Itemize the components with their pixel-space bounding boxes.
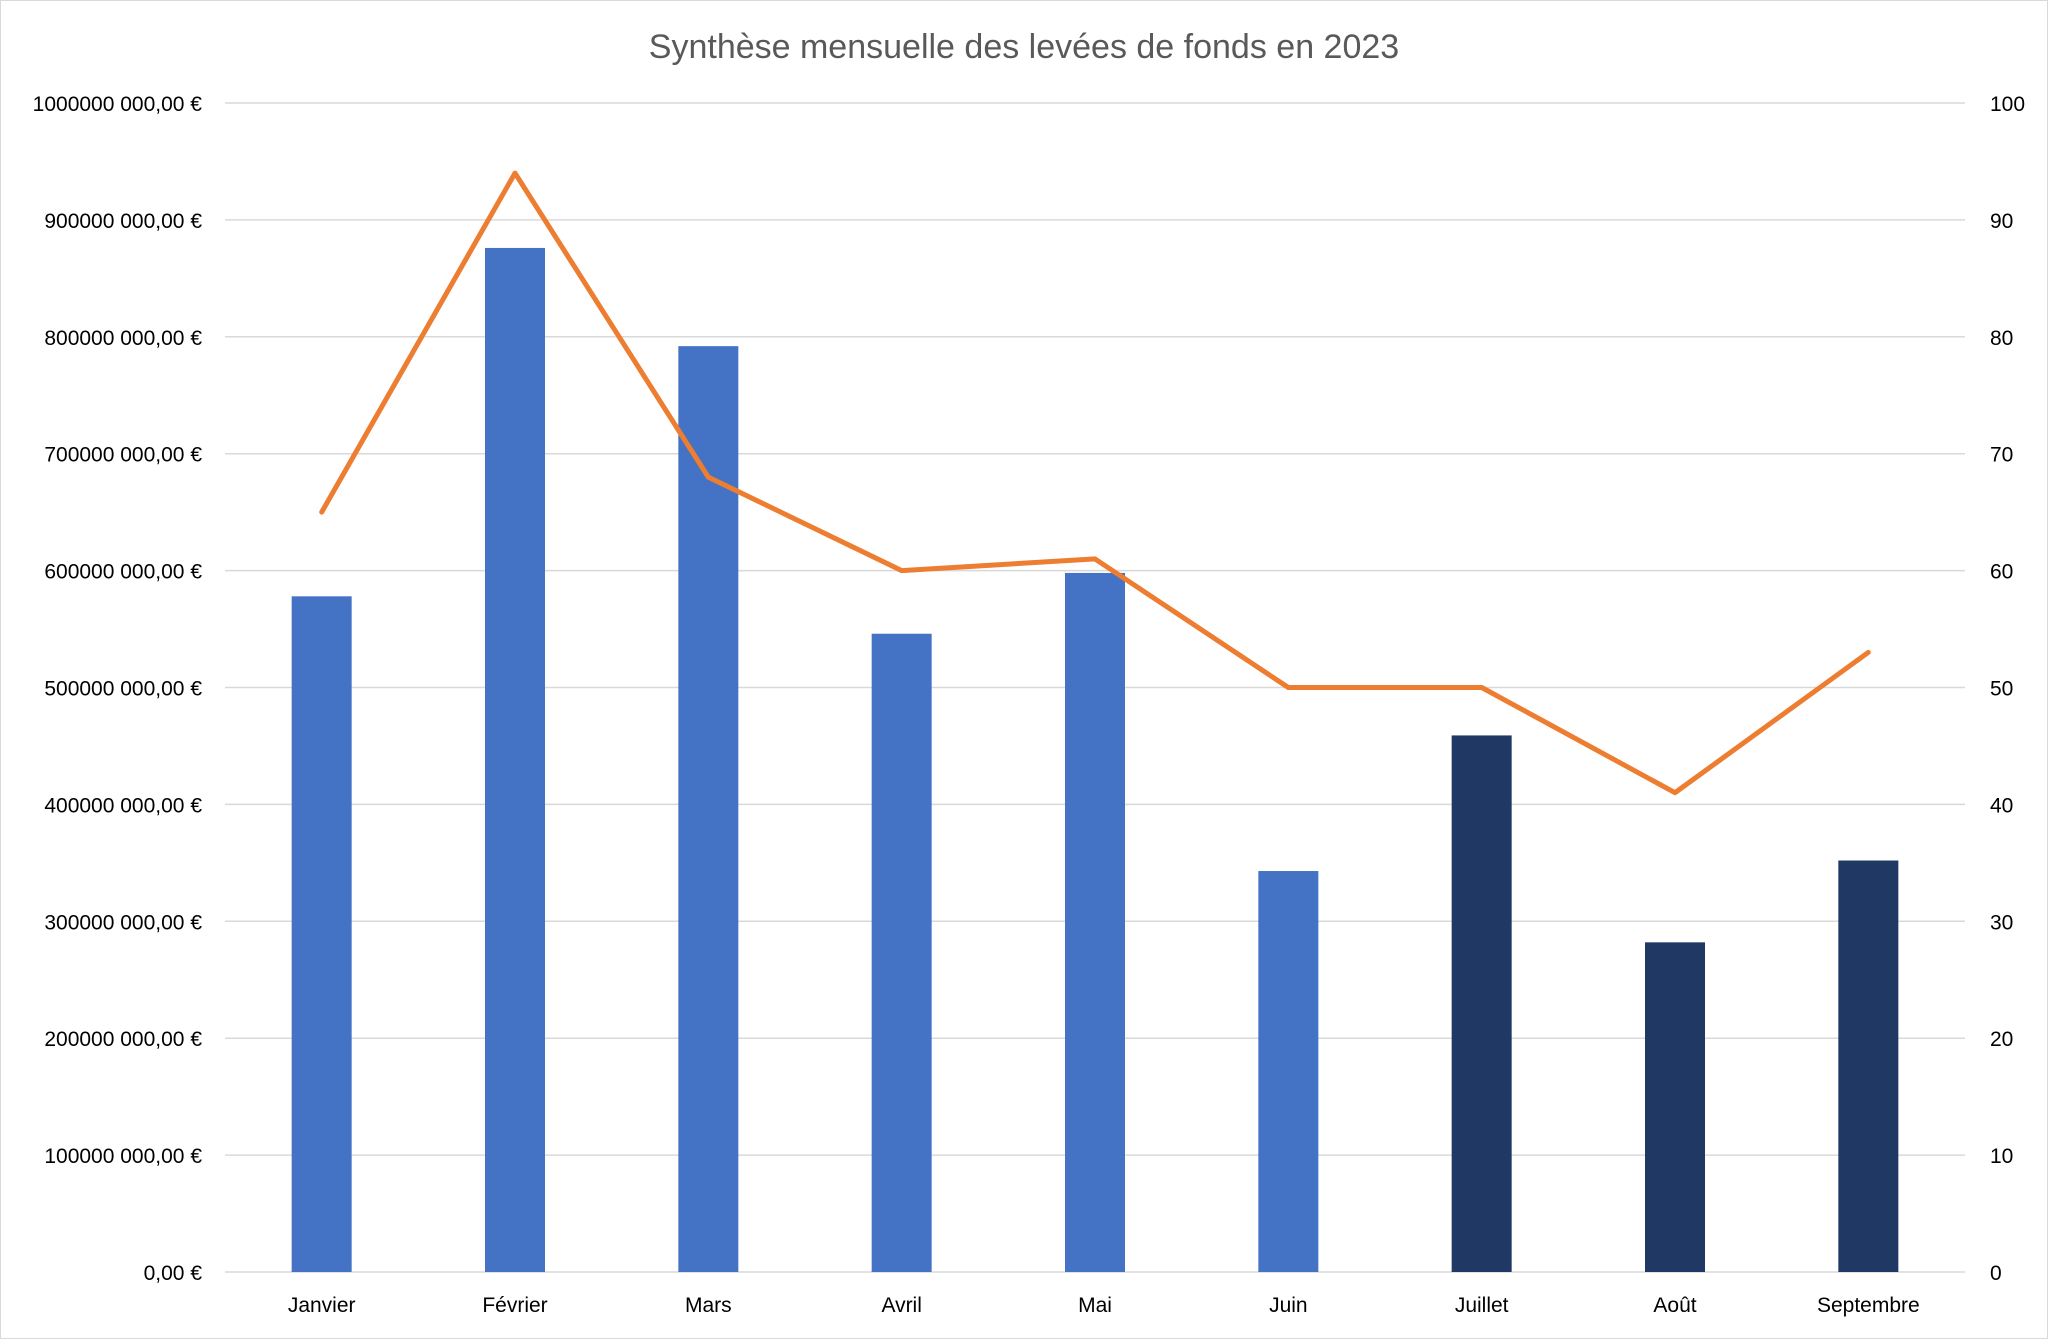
line-series: [319, 170, 1871, 796]
y-right-tick-label: 20: [1990, 1028, 2013, 1051]
y-right-tick-label: 30: [1990, 911, 2013, 934]
bar: [678, 346, 739, 1273]
y-right-tick-label: 10: [1990, 1145, 2013, 1168]
x-tick-label: Mars: [685, 1294, 732, 1317]
bar: [1645, 942, 1705, 1272]
x-tick-label: Février: [482, 1294, 547, 1317]
bar: [291, 596, 352, 1272]
line-path: [319, 170, 1871, 796]
bar: [1838, 860, 1899, 1272]
y-left-tick-label: 200000 000,00 €: [44, 1028, 202, 1051]
y-right-tick-label: 50: [1990, 678, 2013, 701]
bar: [871, 633, 932, 1272]
y-left-tick-label: 800000 000,00 €: [44, 327, 202, 350]
x-tick-label: Août: [1653, 1294, 1696, 1317]
y-left-tick-label: 300000 000,00 €: [44, 911, 202, 934]
y-right-tick-label: 70: [1990, 444, 2013, 467]
chart-title: Synthèse mensuelle des levées de fonds e…: [649, 28, 1399, 66]
y-left-tick-label: 500000 000,00 €: [44, 678, 202, 701]
x-tick-label: Janvier: [288, 1294, 356, 1317]
y-right-tick-label: 40: [1990, 794, 2013, 817]
y-left-tick-label: 0,00 €: [144, 1262, 203, 1285]
bar: [1065, 572, 1125, 1272]
x-tick-label: Juillet: [1455, 1294, 1509, 1317]
y-left-tick-label: 900000 000,00 €: [44, 210, 202, 233]
y-left-tick-label: 400000 000,00 €: [44, 794, 202, 817]
y-right-tick-label: 80: [1990, 327, 2013, 350]
x-tick-label: Mai: [1078, 1294, 1112, 1317]
y-right-tick-label: 100: [1990, 93, 2025, 116]
bar: [485, 247, 545, 1272]
y-left-tick-label: 600000 000,00 €: [44, 561, 202, 584]
y-axis-right: 0 10 20 30 40 50 60 70 80 90 100: [1990, 93, 2025, 1285]
x-tick-label: Avril: [881, 1294, 921, 1317]
y-right-tick-label: 90: [1990, 210, 2013, 233]
y-left-tick-label: 1000000 000,00 €: [33, 93, 203, 116]
y-axis-left: 0,00 € 100000 000,00 € 200000 000,00 € 3000…: [33, 93, 203, 1285]
y-left-tick-label: 100000 000,00 €: [44, 1145, 202, 1168]
y-left-tick-label: 700000 000,00 €: [44, 444, 202, 467]
bar: [1451, 735, 1512, 1272]
x-tick-label: Juin: [1269, 1294, 1308, 1317]
y-right-tick-label: 60: [1990, 561, 2013, 584]
bar-series: [291, 247, 1899, 1273]
bar: [1258, 871, 1319, 1272]
x-tick-label: Septembre: [1817, 1294, 1920, 1317]
x-axis: Janvier Février Mars Avril Mai Juin Juillet Aoû…: [288, 1294, 1920, 1317]
y-right-tick-label: 0: [1990, 1262, 2002, 1285]
